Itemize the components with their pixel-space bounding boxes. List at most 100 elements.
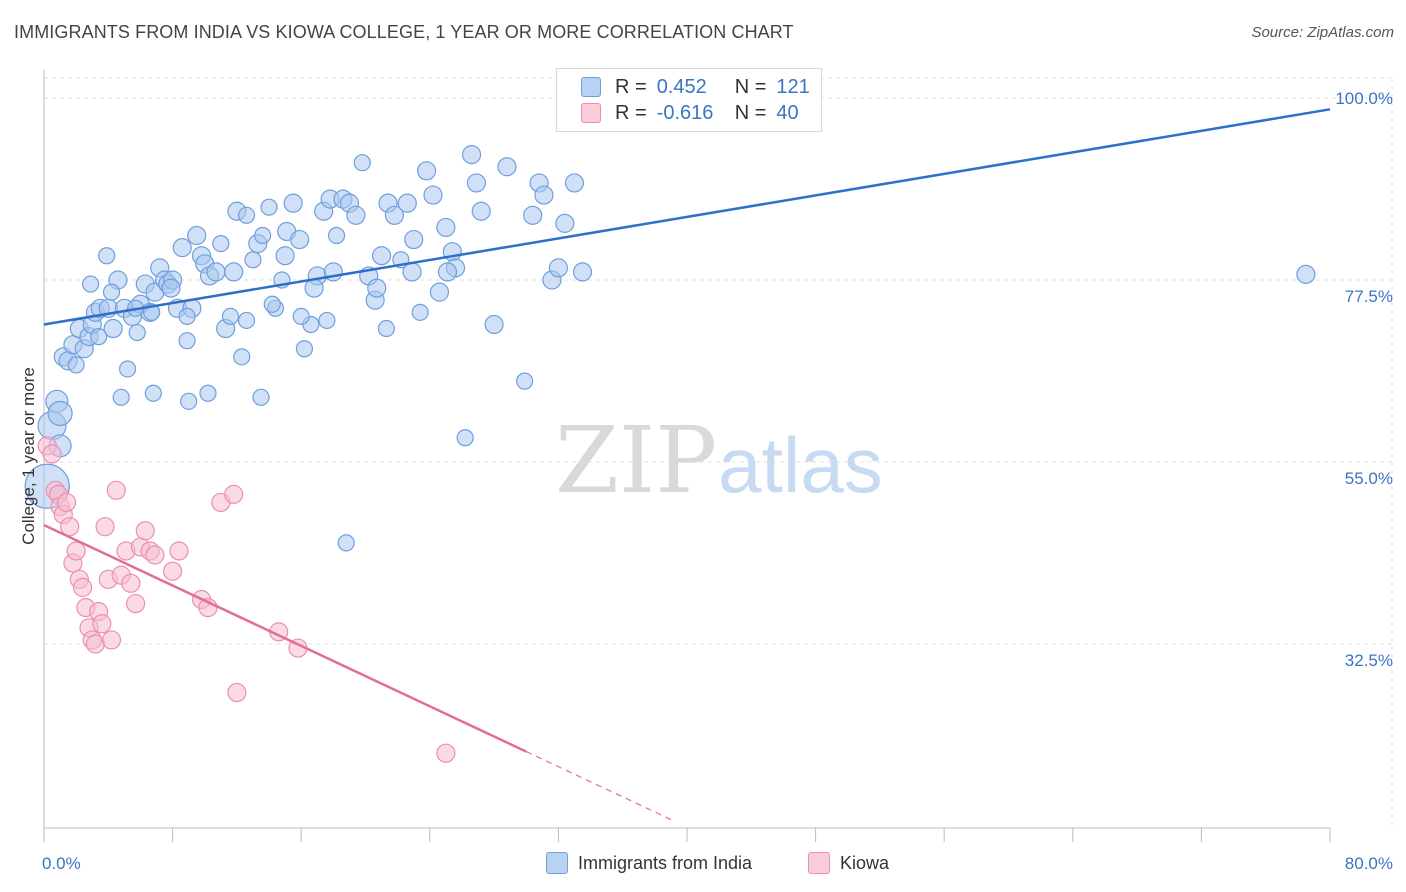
source-label: Source: ZipAtlas.com [1251,24,1394,41]
point-india [82,275,100,293]
point-india [484,314,504,335]
series-kiowa [37,436,456,763]
point-india [436,217,456,238]
point-kiowa [60,517,80,537]
point-kiowa [145,545,165,565]
bottom-legend-label-kiowa: Kiowa [840,852,890,873]
legend-r-value-kiowa: -0.616 [656,101,714,124]
point-india [47,400,73,427]
bottom-legend-kiowa: Kiowa [808,852,889,874]
chart-title: IMMIGRANTS FROM INDIA VS KIOWA COLLEGE, … [14,22,794,42]
y-axis-label: College, 1 year or more [19,367,38,545]
point-kiowa [126,593,146,614]
bottom-legend: Immigrants from India Kiowa [0,852,1406,878]
trend-lines [43,108,1331,821]
legend-row-kiowa: R = -0.616 N = 40 [581,101,799,125]
point-india [224,262,244,282]
legend-r-label: R = [615,101,647,124]
point-kiowa [56,492,77,513]
point-india [221,307,240,325]
legend-stats: R = 0.452 N = 121 R = -0.616 N = 40 [556,68,822,132]
point-india [304,278,324,298]
point-india [237,311,256,330]
watermark-zip: ZIP [555,407,717,514]
point-india [423,185,443,205]
point-kiowa [163,561,183,581]
point-india [178,307,196,325]
x-tick-label-min: 0.0% [42,854,81,873]
point-india [283,193,303,213]
point-india [523,205,543,225]
trend-line-kiowa-extension [525,751,672,821]
point-india [67,356,85,374]
point-india [252,388,270,406]
watermark-atlas: atlas [718,421,883,509]
point-kiowa [66,541,86,561]
bottom-legend-swatch-kiowa [808,852,830,874]
legend-swatch-kiowa [581,103,601,123]
point-india [118,360,137,378]
point-kiowa [436,743,456,763]
y-tick-label: 55.0% [1345,469,1393,488]
legend-row-india: R = 0.452 N = 121 [581,75,810,99]
point-india [318,311,336,330]
point-india [144,384,162,402]
point-india [548,258,569,278]
point-kiowa [224,484,244,504]
point-kiowa [227,682,247,703]
point-kiowa [72,577,93,597]
point-india [402,262,422,282]
point-india [244,251,262,269]
point-india [471,201,491,221]
x-tick-label-max: 80.0% [1345,854,1393,873]
point-kiowa [85,634,106,654]
point-kiowa [106,480,126,500]
legend-n-label: N = [734,75,767,98]
point-india [212,235,230,253]
y-tick-label: 77.5% [1345,287,1393,306]
legend-swatch-india [581,77,601,97]
point-india [371,246,392,266]
point-kiowa [169,541,189,561]
point-kiowa [92,614,112,634]
point-india [377,319,395,338]
point-india [199,384,217,402]
y-tick-label: 32.5% [1345,651,1393,670]
point-india [327,226,346,245]
tick-labels: 100.0% 77.5% 55.0% 32.5% 0.0% 80.0% [42,89,1393,873]
point-india [161,278,181,298]
point-india [564,173,585,193]
point-india [337,534,355,552]
point-india [437,262,458,282]
point-india [90,328,108,346]
bottom-legend-swatch-india [546,852,568,874]
point-india [497,157,517,177]
point-kiowa [135,521,155,541]
point-india [263,295,281,313]
point-india [353,154,371,172]
point-india [429,282,450,302]
point-india [461,145,482,165]
point-india [292,307,310,325]
point-india [411,303,429,321]
point-kiowa [95,517,115,537]
point-india [233,348,251,366]
y-tick-label: 100.0% [1335,89,1393,108]
trend-line-india [43,108,1331,326]
legend-n-value-kiowa: 40 [776,101,799,124]
point-kiowa [42,444,62,464]
legend-r-value-india: 0.452 [656,75,707,98]
point-india [98,247,116,265]
point-india [416,161,437,181]
point-india [260,198,278,216]
point-india [466,173,487,193]
point-india [572,262,593,282]
point-india [275,246,295,266]
point-kiowa [121,573,141,593]
point-india [295,340,314,358]
point-india [397,193,417,213]
point-india [112,388,130,406]
point-india [404,229,424,250]
point-india [237,206,256,224]
point-india [1296,264,1316,284]
